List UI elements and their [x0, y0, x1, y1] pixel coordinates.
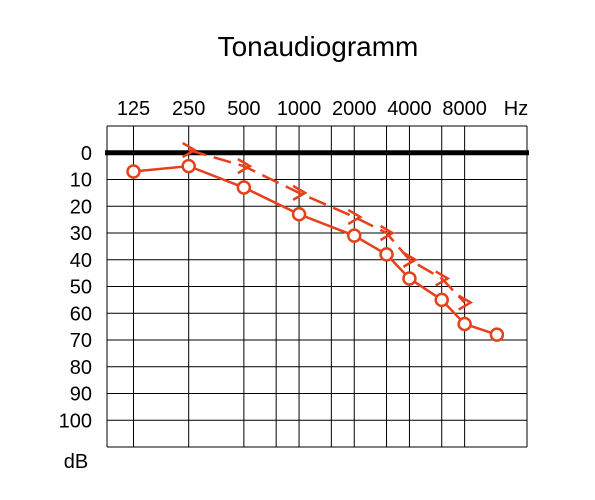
marker-circle [236, 180, 252, 195]
y-tick-label: 60 [70, 303, 92, 325]
marker-circle [126, 164, 141, 179]
y-tick-label: 10 [70, 170, 92, 192]
y-axis-unit: dB [64, 451, 88, 473]
marker-circle [457, 316, 472, 332]
marker-circle [181, 158, 196, 174]
y-axis-tick-labels: 0 10 20 30 40 50 60 70 80 90 100 [59, 143, 92, 433]
marker-circle [379, 247, 394, 262]
series-line-2 [188, 148, 466, 304]
marker-chevron [237, 158, 253, 175]
audiogram-series [126, 141, 505, 342]
x-tick-label: 500 [227, 98, 260, 120]
y-tick-label: 0 [81, 143, 92, 165]
marker-chevron [435, 270, 451, 287]
y-tick-label: 50 [70, 277, 92, 299]
marker-chevron [402, 251, 418, 268]
y-tick-label: 40 [70, 250, 92, 272]
y-tick-label: 70 [70, 330, 92, 352]
marker-circle [402, 271, 417, 286]
x-axis-tick-labels: 125 250 500 1000 2000 4000 8000 [117, 98, 487, 120]
marker-circle [489, 327, 505, 342]
chart-title: Tonaudiogramm [218, 31, 419, 62]
x-axis-unit: Hz [504, 98, 528, 120]
marker-circle [291, 207, 307, 222]
x-tick-label: 2000 [332, 98, 377, 120]
x-tick-label: 250 [172, 98, 205, 120]
marker-chevron [182, 141, 198, 159]
marker-chevron [292, 184, 308, 201]
y-tick-label: 30 [70, 223, 92, 245]
marker-chevron [379, 224, 396, 242]
x-tick-label: 8000 [442, 98, 487, 120]
marker-chevron [347, 208, 363, 226]
y-tick-label: 100 [59, 410, 92, 432]
x-tick-label: 4000 [387, 98, 432, 120]
series-line-1 [133, 164, 498, 336]
y-tick-label: 20 [70, 196, 92, 218]
x-tick-label: 1000 [277, 98, 322, 120]
y-tick-label: 90 [70, 384, 92, 406]
marker-chevron [457, 294, 474, 311]
chart-grid [105, 125, 529, 448]
marker-circle [434, 292, 449, 308]
y-tick-label: 80 [70, 357, 92, 379]
marker-circle [347, 228, 362, 243]
x-tick-label: 125 [117, 98, 150, 120]
